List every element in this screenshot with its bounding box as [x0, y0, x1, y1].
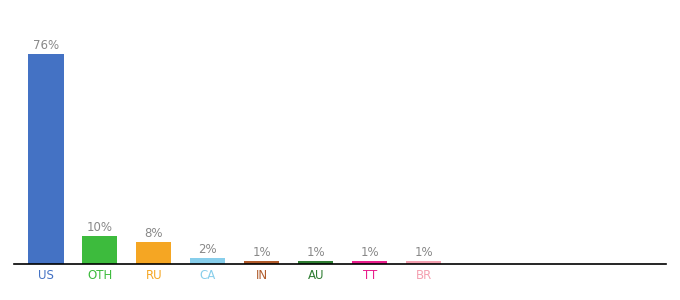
- Text: 1%: 1%: [414, 246, 433, 259]
- Bar: [82, 236, 118, 264]
- Text: 1%: 1%: [307, 246, 325, 259]
- Text: 76%: 76%: [33, 39, 59, 52]
- Text: 1%: 1%: [360, 246, 379, 259]
- Bar: [406, 261, 441, 264]
- Bar: [352, 261, 387, 264]
- Bar: [190, 259, 225, 264]
- Text: 2%: 2%: [199, 243, 217, 256]
- Text: 8%: 8%: [145, 227, 163, 240]
- Text: 10%: 10%: [87, 221, 113, 234]
- Bar: [299, 261, 333, 264]
- Bar: [244, 261, 279, 264]
- Bar: [136, 242, 171, 264]
- Bar: [29, 54, 63, 264]
- Text: 1%: 1%: [252, 246, 271, 259]
